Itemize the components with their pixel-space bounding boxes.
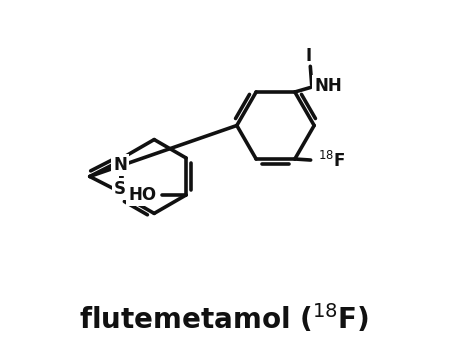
Text: NH: NH [314, 77, 342, 95]
Text: flutemetamol ($^{18}$F): flutemetamol ($^{18}$F) [79, 302, 370, 336]
Text: N: N [113, 156, 127, 174]
Text: HO: HO [128, 186, 156, 204]
Text: I: I [306, 47, 312, 65]
Text: S: S [114, 180, 126, 198]
Text: $^{18}$F: $^{18}$F [318, 151, 345, 171]
